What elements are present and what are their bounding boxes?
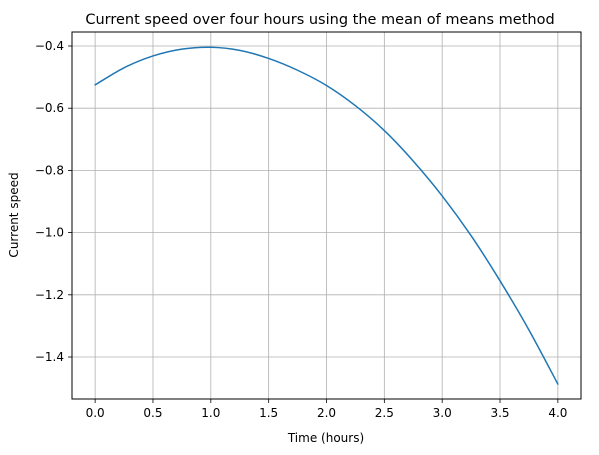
- y-tick-label: −1.2: [35, 288, 64, 302]
- x-tick-label: 2.5: [375, 406, 394, 420]
- x-tick-label: 0.5: [143, 406, 162, 420]
- y-tick-label: −0.8: [35, 163, 64, 177]
- x-tick-label: 1.5: [259, 406, 278, 420]
- x-tick-label: 2.0: [317, 406, 336, 420]
- x-axis-label: Time (hours): [287, 431, 364, 445]
- y-tick-label: −0.4: [35, 39, 64, 53]
- y-axis-ticks: −0.4 −0.6 −0.8 −1.0 −1.2 −1.4: [35, 39, 72, 364]
- y-axis-label: Current speed: [7, 172, 21, 257]
- y-tick-label: −1.4: [35, 350, 64, 364]
- x-tick-label: 4.0: [548, 406, 567, 420]
- x-tick-label: 3.5: [490, 406, 509, 420]
- x-tick-label: 3.0: [433, 406, 452, 420]
- series-line-0: [94, 46, 559, 385]
- chart-title: Current speed over four hours using the …: [85, 12, 554, 28]
- plot-series: [94, 46, 559, 385]
- grid-lines: [72, 32, 581, 399]
- x-tick-label: 1.0: [201, 406, 220, 420]
- x-axis-ticks: 0.0 0.5 1.0 1.5 2.0 2.5 3.0 3.5 4.0: [86, 399, 567, 420]
- x-tick-label: 0.0: [86, 406, 105, 420]
- y-tick-label: −0.6: [35, 101, 64, 115]
- y-tick-label: −1.0: [35, 226, 64, 240]
